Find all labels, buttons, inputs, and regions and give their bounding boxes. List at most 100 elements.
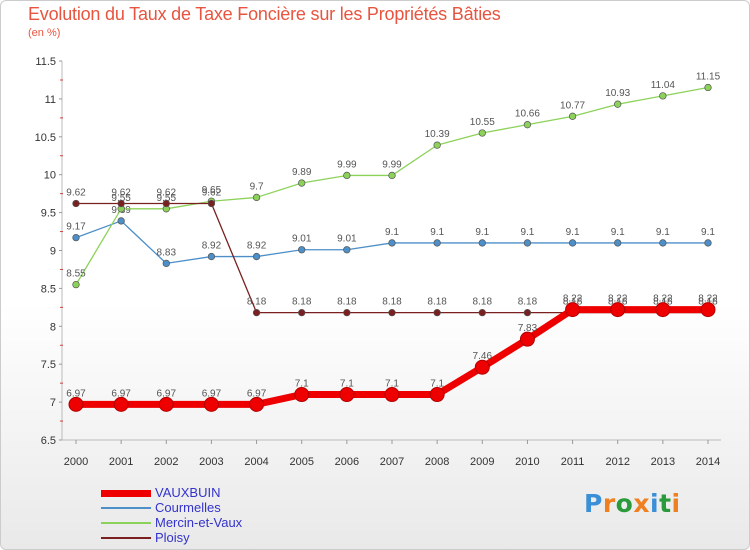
legend-swatch <box>101 537 151 539</box>
legend-label: Ploisy <box>155 530 190 545</box>
data-point <box>343 171 351 180</box>
x-tick-label: 2003 <box>199 456 223 468</box>
data-label: 9.55 <box>157 193 177 204</box>
data-point <box>343 309 351 317</box>
data-point <box>72 280 80 289</box>
data-label: 9.01 <box>337 234 357 245</box>
data-label: 8.83 <box>157 247 177 258</box>
data-label: 8.22 <box>698 294 718 305</box>
data-point <box>388 171 396 180</box>
data-label: 8.18 <box>473 297 493 308</box>
data-point <box>659 239 667 247</box>
data-label: 10.66 <box>515 109 540 120</box>
x-tick-label: 2004 <box>244 456 268 468</box>
data-label: 9.62 <box>66 188 86 199</box>
data-label: 9.17 <box>66 222 86 233</box>
y-tick-label: 7 <box>50 397 56 409</box>
data-point <box>433 141 441 149</box>
y-tick-label: 10 <box>44 170 56 182</box>
x-tick-label: 2000 <box>64 456 88 468</box>
x-tick-label: 2009 <box>470 456 494 468</box>
data-label: 9.99 <box>382 159 402 170</box>
data-label: 8.18 <box>518 297 538 308</box>
data-point <box>568 112 577 120</box>
data-label: 7.1 <box>340 379 354 390</box>
data-label: 7.1 <box>295 379 309 390</box>
data-point <box>388 309 396 317</box>
data-point <box>388 239 396 247</box>
data-point <box>298 246 306 254</box>
data-point <box>294 387 310 403</box>
x-tick-label: 2010 <box>515 456 539 468</box>
data-point <box>162 199 170 208</box>
data-point <box>474 359 490 375</box>
y-tick-label: 11.5 <box>35 56 56 68</box>
data-label: 10.77 <box>560 100 585 111</box>
data-label: 6.97 <box>247 388 267 399</box>
legend-swatch <box>101 489 151 497</box>
data-label: 8.92 <box>202 241 222 252</box>
data-point <box>343 246 351 254</box>
data-label: 8.18 <box>247 297 267 308</box>
data-label: 8.18 <box>292 297 312 308</box>
data-label: 7.83 <box>518 323 538 334</box>
data-point <box>519 331 535 347</box>
x-tick-label: 2002 <box>154 456 178 468</box>
x-tick-label: 2007 <box>380 456 404 468</box>
logo-letter: x <box>633 489 650 518</box>
x-tick-label: 2005 <box>289 456 313 468</box>
data-point <box>655 302 671 318</box>
data-label: 9.1 <box>385 227 399 238</box>
data-point <box>659 92 667 100</box>
data-label: 9.1 <box>656 227 670 238</box>
series-mercin-et-vaux: 8.55 9.55 9.55 9.65 9.7 9.89 9.99 9.99 10.39 10.5… <box>66 72 721 289</box>
data-label: 10.39 <box>425 129 450 140</box>
data-label: 6.97 <box>66 388 86 399</box>
data-label: 11.04 <box>651 80 676 91</box>
data-point <box>72 233 80 242</box>
data-point <box>700 302 716 318</box>
data-label: 9.99 <box>337 159 357 170</box>
data-label: 6.97 <box>157 388 177 399</box>
legend-label: Courmelles <box>155 500 221 515</box>
series-courmelles: 9.179.398.838.928.929.019.019.19.19.19.1… <box>66 205 715 268</box>
data-label: 8.92 <box>247 241 267 252</box>
logo-letter: t <box>659 489 672 518</box>
data-point <box>384 387 400 403</box>
x-tick-label: 2012 <box>605 456 629 468</box>
logo-letter: P <box>584 489 603 518</box>
data-point <box>339 387 355 403</box>
data-point <box>523 239 532 247</box>
logo-letter: o <box>615 489 634 518</box>
data-label: 9.1 <box>475 227 489 238</box>
data-label: 9.62 <box>111 188 131 199</box>
y-tick-label: 9 <box>50 246 56 258</box>
data-label: 9.62 <box>157 188 177 199</box>
data-point <box>565 302 581 318</box>
data-label: 6.97 <box>111 388 131 399</box>
data-label: 9.62 <box>202 188 222 199</box>
data-point <box>478 129 486 137</box>
data-point <box>252 193 261 202</box>
data-point <box>568 239 577 247</box>
data-point <box>478 309 486 317</box>
data-point <box>610 302 626 318</box>
data-point <box>68 396 84 412</box>
logo-letter: r <box>602 489 616 518</box>
data-point <box>207 199 216 208</box>
data-point <box>72 199 80 208</box>
data-point <box>117 199 125 208</box>
data-label: 8.22 <box>608 294 628 305</box>
y-tick-label: 9.5 <box>41 208 56 220</box>
data-label: 9.1 <box>430 227 444 238</box>
data-point <box>117 217 125 225</box>
data-point <box>158 396 174 412</box>
data-point <box>298 309 306 317</box>
data-label: 11.15 <box>696 72 721 83</box>
y-tick-label: 10.5 <box>35 132 56 144</box>
x-tick-label: 2006 <box>335 456 359 468</box>
data-label: 9.1 <box>566 227 580 238</box>
data-label: 8.22 <box>563 294 583 305</box>
